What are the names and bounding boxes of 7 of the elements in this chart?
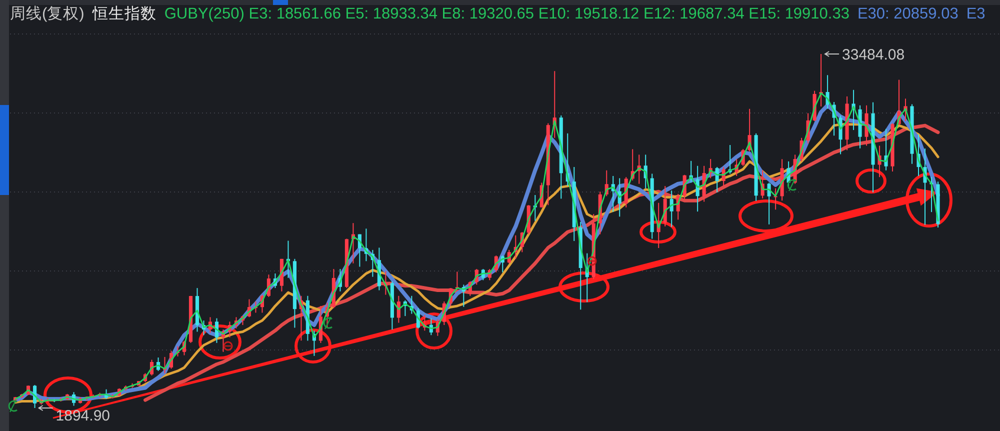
annotation: E30: 20859.03: [857, 6, 958, 22]
annotation: 33484.08: [842, 46, 905, 64]
annotation: 1894.90: [56, 407, 110, 424]
title: 周线(复权): [10, 6, 84, 22]
annotation: E3: [966, 6, 986, 22]
subtitle: 恒生指数: [92, 6, 156, 22]
annotation: GUBY(250) E3: 18561.66 E5: 18933.34 E8: 19320.65 E10: 19518.12 E12: 19687.34 E15: 19910.33: [164, 6, 850, 22]
